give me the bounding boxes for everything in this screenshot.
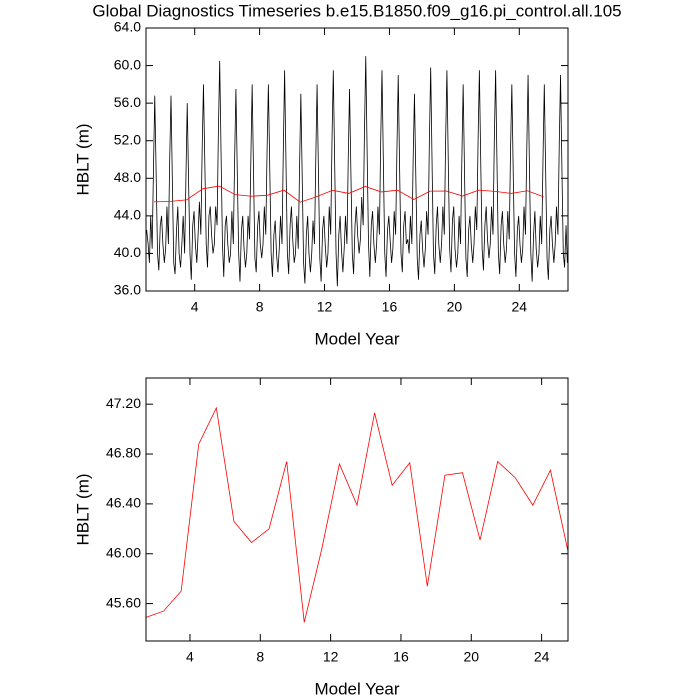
- x-tick-label: 24: [534, 649, 550, 665]
- y-tick-label: 46.00: [106, 544, 141, 560]
- chart-title: Global Diagnostics Timeseries b.e15.B185…: [92, 1, 621, 20]
- x-tick-label: 12: [317, 299, 333, 315]
- y-tick-label: 64.0: [114, 19, 141, 35]
- x-tick-label: 8: [256, 649, 264, 665]
- y-tick-label: 56.0: [114, 94, 141, 110]
- y-axis-label: HBLT (m): [73, 123, 92, 195]
- x-tick-label: 16: [382, 299, 398, 315]
- x-tick-label: 20: [447, 299, 463, 315]
- y-tick-label: 48.0: [114, 169, 141, 185]
- x-tick-label: 8: [256, 299, 264, 315]
- data-line: [154, 185, 544, 203]
- x-tick-label: 20: [464, 649, 480, 665]
- x-tick-label: 4: [191, 299, 199, 315]
- y-tick-label: 36.0: [114, 282, 141, 298]
- x-tick-label: 4: [186, 649, 194, 665]
- y-tick-label: 46.80: [106, 445, 141, 461]
- y-tick-label: 60.0: [114, 56, 141, 72]
- y-tick-label: 47.20: [106, 395, 141, 411]
- x-tick-label: 12: [323, 649, 339, 665]
- x-axis-label: Model Year: [314, 679, 399, 698]
- data-line: [146, 56, 568, 287]
- y-tick-label: 52.0: [114, 131, 141, 147]
- x-tick-label: 16: [393, 649, 409, 665]
- y-tick-label: 40.0: [114, 244, 141, 260]
- data-line: [145, 406, 569, 623]
- y-tick-label: 46.40: [106, 495, 141, 511]
- x-axis-label: Model Year: [314, 329, 399, 348]
- y-tick-label: 45.60: [106, 594, 141, 610]
- plot-frame: [145, 377, 569, 642]
- y-axis-label: HBLT (m): [73, 473, 92, 545]
- plot-frame: [145, 27, 569, 292]
- x-tick-label: 24: [512, 299, 528, 315]
- y-tick-label: 44.0: [114, 207, 141, 223]
